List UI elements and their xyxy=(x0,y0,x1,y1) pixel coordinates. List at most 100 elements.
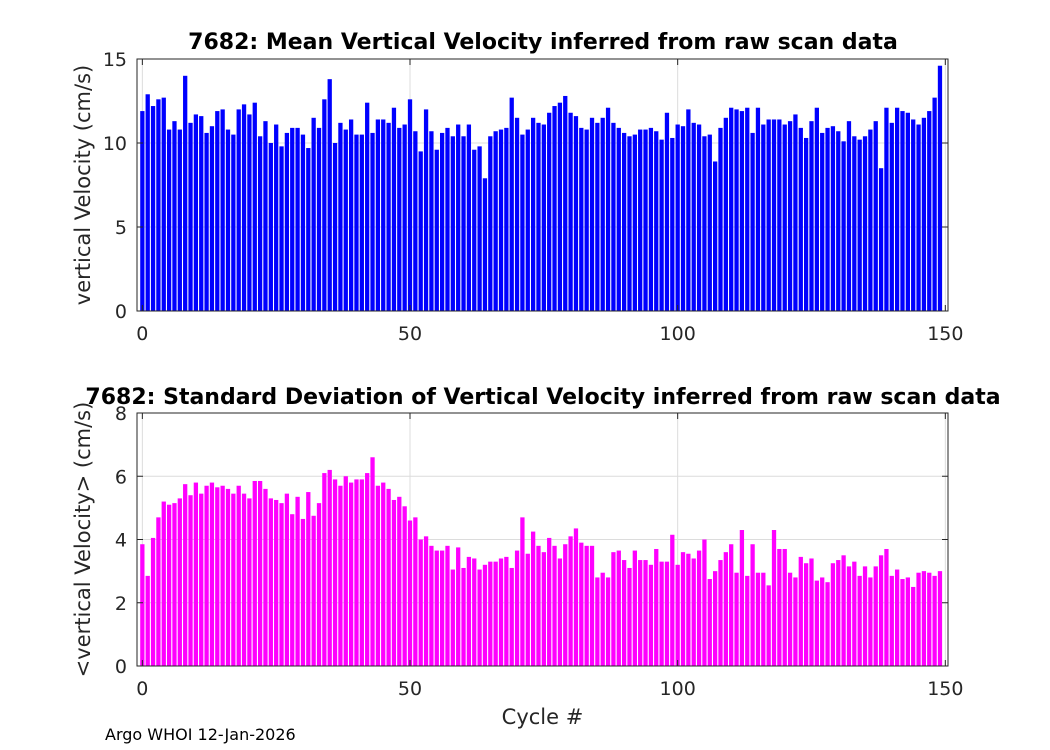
bar xyxy=(172,503,177,666)
bar xyxy=(862,566,868,666)
bar xyxy=(456,124,461,312)
bar xyxy=(514,550,520,666)
bar xyxy=(605,107,611,311)
bar xyxy=(713,571,718,667)
bar xyxy=(311,515,316,666)
bar xyxy=(450,136,455,311)
bar xyxy=(493,561,498,666)
bar xyxy=(375,485,381,666)
bar xyxy=(621,560,627,666)
bar xyxy=(830,563,836,666)
bar xyxy=(916,572,921,666)
bar xyxy=(525,553,530,666)
bar xyxy=(530,117,536,311)
bar xyxy=(156,99,161,311)
bar xyxy=(161,501,166,666)
bar xyxy=(755,572,761,666)
y-tick-label: 0 xyxy=(115,301,127,323)
bar xyxy=(766,585,771,666)
bar xyxy=(804,563,809,666)
bar xyxy=(445,545,450,666)
bar xyxy=(466,124,472,312)
bar xyxy=(257,136,263,311)
bar xyxy=(932,97,937,311)
bar xyxy=(327,79,332,311)
bar xyxy=(729,107,734,311)
x-tick-label: 0 xyxy=(136,678,148,700)
bar xyxy=(664,561,670,666)
bar xyxy=(798,127,803,311)
bar xyxy=(338,122,343,311)
bar xyxy=(627,567,632,666)
bar xyxy=(857,575,862,666)
bar xyxy=(413,131,418,311)
bar xyxy=(274,124,279,312)
bar xyxy=(482,564,488,666)
bar xyxy=(846,566,852,666)
bar xyxy=(290,127,295,311)
bar xyxy=(525,129,530,311)
y-tick-label: 15 xyxy=(103,49,127,71)
bar xyxy=(166,129,172,311)
bar xyxy=(862,136,868,311)
bar xyxy=(552,545,557,666)
bar xyxy=(713,161,718,311)
bar xyxy=(370,457,375,666)
bar xyxy=(595,577,600,666)
bar xyxy=(643,560,648,666)
bar xyxy=(825,127,830,311)
bar xyxy=(295,127,300,311)
bar xyxy=(209,126,215,311)
bar xyxy=(541,552,546,666)
bar xyxy=(755,107,761,311)
bar xyxy=(611,552,616,666)
bar xyxy=(605,577,611,666)
bar xyxy=(793,577,798,666)
bar xyxy=(322,473,327,666)
x-tick-label: 50 xyxy=(398,323,422,345)
chart-title: 7682: Standard Deviation of Vertical Vel… xyxy=(85,385,1000,410)
bar xyxy=(225,488,231,666)
bar xyxy=(150,106,156,311)
bar xyxy=(300,518,306,666)
bar xyxy=(482,178,488,311)
bar xyxy=(573,528,579,666)
bar xyxy=(600,117,605,311)
bar xyxy=(140,544,145,666)
bar xyxy=(498,129,504,311)
bar xyxy=(750,544,755,666)
bar xyxy=(279,146,284,311)
y-tick-label: 10 xyxy=(103,133,127,155)
bar xyxy=(145,575,150,666)
bar xyxy=(868,129,873,311)
bar xyxy=(488,561,493,666)
bar xyxy=(434,149,439,311)
bar xyxy=(274,499,279,666)
bar xyxy=(407,99,413,311)
bar xyxy=(568,536,573,666)
bar xyxy=(787,572,793,666)
bar xyxy=(841,555,846,666)
bar xyxy=(884,107,889,311)
bar xyxy=(927,111,932,311)
bar xyxy=(407,520,413,666)
bar xyxy=(836,560,841,666)
bar xyxy=(782,124,787,312)
x-tick-label: 50 xyxy=(398,678,422,700)
bar xyxy=(793,114,798,311)
bar xyxy=(702,539,707,666)
bar xyxy=(188,495,193,666)
bar xyxy=(686,109,691,312)
y-tick-label: 8 xyxy=(115,403,127,425)
bar xyxy=(461,136,466,311)
bar xyxy=(895,569,900,666)
bar xyxy=(878,555,884,666)
bar xyxy=(680,552,686,666)
bar xyxy=(268,143,273,311)
bar xyxy=(322,99,327,311)
bar xyxy=(332,479,338,666)
bar xyxy=(868,577,873,666)
bar xyxy=(937,65,943,311)
bar xyxy=(820,132,825,311)
bar xyxy=(354,479,359,666)
